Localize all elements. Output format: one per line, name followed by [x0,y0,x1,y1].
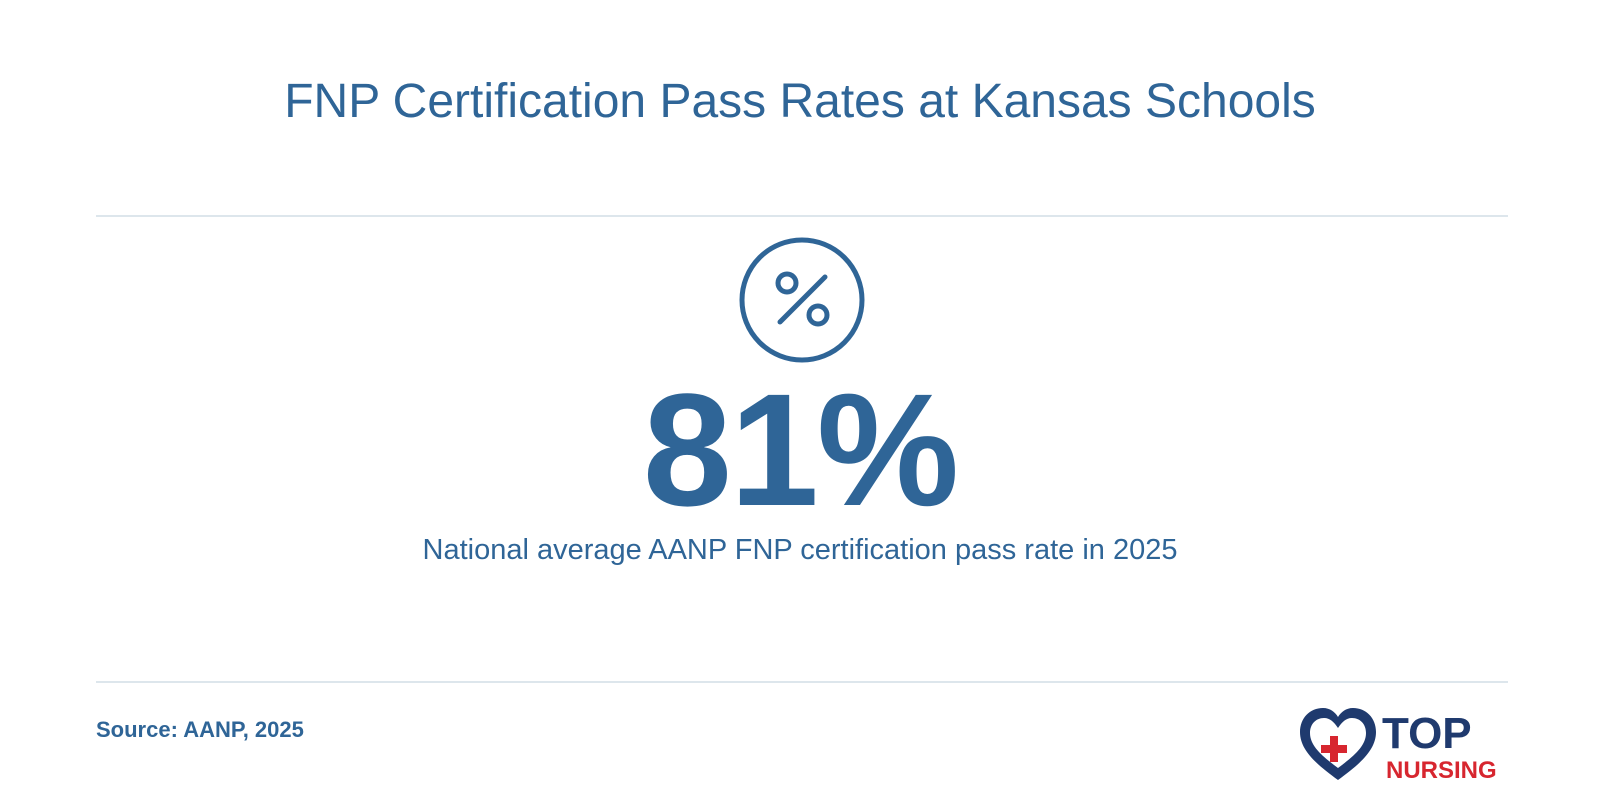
source-note: Source: AANP, 2025 [96,717,304,742]
percent-icon [739,237,865,363]
page-title: FNP Certification Pass Rates at Kansas S… [284,75,1316,128]
top-nursing-logo: TOP NURSING [1300,708,1497,784]
heart-icon [1300,708,1376,780]
logo-line2: NURSING [1386,757,1497,784]
stat-value: 81% [642,360,959,539]
stat-caption: National average AANP FNP certification … [422,534,1178,566]
logo-line1: TOP [1382,709,1472,758]
bottom-divider [96,681,1508,683]
top-divider [96,215,1508,217]
